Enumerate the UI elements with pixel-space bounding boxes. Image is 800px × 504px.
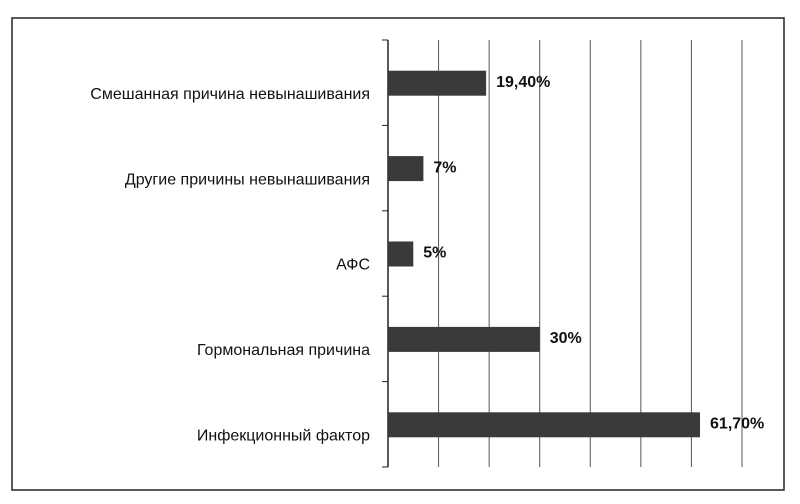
category-label: Инфекционный фактор xyxy=(197,428,370,445)
bar xyxy=(388,412,701,438)
value-label: 61,70% xyxy=(710,416,764,433)
bar xyxy=(388,70,487,96)
bar xyxy=(388,326,540,352)
category-label: Другие причины невынашивания xyxy=(125,171,370,188)
value-label: 30% xyxy=(550,330,582,347)
frame xyxy=(11,17,785,491)
value-label: 5% xyxy=(423,245,446,262)
category-label: Смешанная причина невынашивания xyxy=(90,86,370,103)
category-label: АФС xyxy=(336,257,370,274)
bar xyxy=(388,156,424,182)
category-label: Гормональная причина xyxy=(197,342,370,359)
value-label: 19,40% xyxy=(496,74,550,91)
bar xyxy=(388,241,414,267)
value-label: 7% xyxy=(433,159,456,176)
